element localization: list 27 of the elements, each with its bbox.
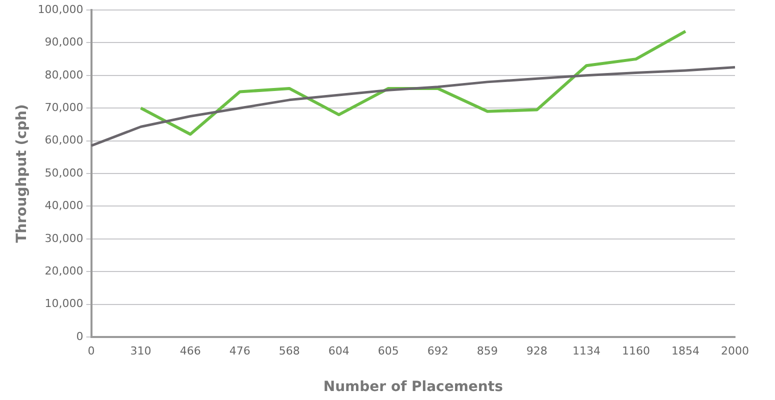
y-tick-label: 30,000: [44, 232, 84, 245]
y-tick-label: 90,000: [44, 36, 84, 49]
y-tick-label: 50,000: [44, 166, 84, 180]
x-tick-label: 605: [378, 344, 399, 358]
y-tick-label: 70,000: [44, 100, 84, 114]
y-tick-label: 20,000: [44, 264, 84, 278]
x-tick-label: 568: [278, 344, 300, 358]
y-tick-label: 80,000: [44, 68, 84, 82]
x-tick-label: 604: [328, 344, 350, 358]
x-tick-label: 1134: [572, 344, 600, 358]
y-tick-label: 40,000: [44, 199, 84, 212]
y-axis-title: Throughput (cph): [14, 104, 30, 243]
x-tick-label: 0: [88, 344, 95, 358]
y-tick-label: 100,000: [38, 2, 84, 16]
x-tick-label: 928: [526, 344, 548, 358]
y-tick-label: 10,000: [44, 297, 84, 310]
x-axis-title: Number of Placements: [323, 379, 503, 396]
y-tick-label: 0: [76, 330, 84, 343]
x-tick-label: 310: [130, 344, 152, 358]
x-tick-label: 2000: [721, 344, 749, 358]
x-tick-label: 476: [229, 344, 250, 358]
x-tick-label: 1160: [622, 344, 650, 358]
x-tick-label: 1854: [671, 344, 700, 358]
x-tick-label: 466: [180, 344, 201, 358]
y-tick-label: 60,000: [44, 134, 84, 147]
x-tick-label: 692: [427, 344, 448, 358]
x-tick-label: 859: [476, 344, 498, 358]
